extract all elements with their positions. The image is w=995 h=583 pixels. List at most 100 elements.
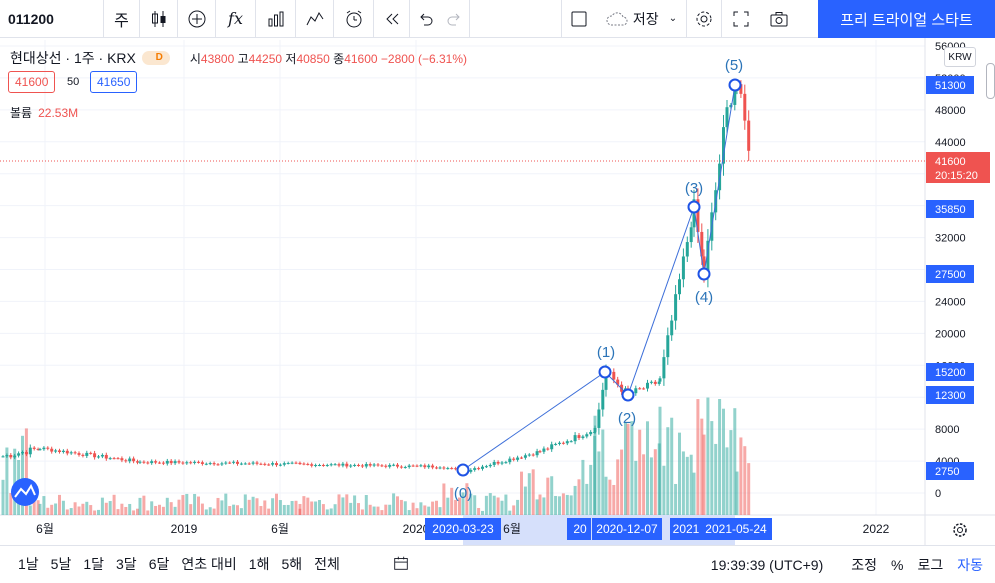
compare-add-icon[interactable] xyxy=(178,0,216,38)
replay-icon[interactable] xyxy=(374,0,410,38)
time-axis-settings-icon[interactable] xyxy=(953,523,967,537)
calendar-icon[interactable] xyxy=(392,554,410,575)
currency-button[interactable]: KRW xyxy=(944,47,976,67)
range-button[interactable]: 3달 xyxy=(116,556,137,572)
range-button[interactable]: 5날 xyxy=(50,556,72,572)
log-button[interactable]: 로그 xyxy=(917,556,944,573)
ask-price-box[interactable]: 41650 xyxy=(90,71,138,93)
candle-body xyxy=(446,468,450,470)
delayed-badge: D xyxy=(141,51,170,65)
free-trial-button[interactable]: 프리 트라이얼 스타트 xyxy=(818,0,995,38)
volume-bar xyxy=(42,496,46,515)
redo-icon[interactable] xyxy=(440,0,470,38)
volume-bar xyxy=(399,499,403,515)
date-label-box xyxy=(592,518,662,540)
volume-bar xyxy=(388,504,392,515)
cloud-icon xyxy=(606,11,628,25)
range-button[interactable]: 전체 xyxy=(314,556,340,572)
volume-bar xyxy=(442,483,446,515)
range-button[interactable]: 연초 대비 xyxy=(181,556,237,572)
range-button[interactable]: 1해 xyxy=(248,556,270,572)
candle-body xyxy=(380,465,384,467)
volume-bar xyxy=(689,454,693,515)
volume-bar xyxy=(138,497,142,515)
candle-body xyxy=(722,127,725,164)
volume-bar xyxy=(1,479,5,515)
candle-body xyxy=(477,468,481,470)
volume-bar xyxy=(729,430,733,515)
candle-type-icon[interactable] xyxy=(140,0,178,38)
candle-body xyxy=(696,199,700,232)
volume-bar xyxy=(674,483,678,515)
candle-body xyxy=(81,454,85,456)
candle-body xyxy=(255,462,259,464)
candle-body xyxy=(345,463,349,467)
range-button[interactable]: 1달 xyxy=(83,556,105,572)
volume-bar xyxy=(662,465,666,515)
volume-bar xyxy=(271,498,275,515)
volume-bar xyxy=(465,483,469,515)
volume-bar xyxy=(538,494,542,515)
candle-body xyxy=(239,463,243,465)
range-button[interactable]: 6달 xyxy=(148,556,170,572)
volume-bar xyxy=(108,501,112,515)
volume-bar xyxy=(161,506,165,515)
percent-button[interactable]: % xyxy=(891,556,904,573)
financials-icon[interactable] xyxy=(256,0,296,38)
volume-bar xyxy=(200,503,204,515)
templates-icon[interactable] xyxy=(296,0,334,38)
candle-body xyxy=(516,457,520,460)
volume-bar xyxy=(747,463,751,515)
alert-clock-icon[interactable] xyxy=(334,0,374,38)
candle-body xyxy=(142,461,146,463)
volume-bar xyxy=(120,503,124,515)
price-label: 35850 xyxy=(935,204,966,216)
bid-price-box[interactable]: 41600 xyxy=(8,71,56,93)
candle-body xyxy=(173,461,177,464)
fullscreen-icon[interactable] xyxy=(722,0,760,38)
volume-bar xyxy=(220,500,224,515)
volume-bar xyxy=(608,479,612,515)
volume-bar xyxy=(624,422,627,515)
volume-bar xyxy=(136,508,139,515)
candle-body xyxy=(496,461,500,464)
candle-body xyxy=(438,467,442,469)
y-tick-label: 24000 xyxy=(935,296,966,308)
volume-bar xyxy=(185,493,189,515)
candle-body xyxy=(77,453,81,455)
indicators-fx-icon[interactable]: fx xyxy=(216,0,256,38)
candle-body xyxy=(329,464,333,466)
interval-button[interactable]: 주 xyxy=(104,0,140,38)
volume-bar xyxy=(550,476,554,515)
range-button[interactable]: 5해 xyxy=(281,556,303,572)
volume-bar xyxy=(739,437,743,515)
candle-body xyxy=(128,458,132,462)
scale-handle[interactable] xyxy=(986,63,995,99)
volume-bar xyxy=(325,509,329,515)
date-label-partial: 2021 xyxy=(673,522,700,536)
candle-body xyxy=(93,453,97,458)
candle-body xyxy=(662,357,666,379)
range-button[interactable]: 1날 xyxy=(18,556,39,572)
adjust-button[interactable]: 조정 xyxy=(851,556,878,573)
symbol-search[interactable]: 011200 xyxy=(0,0,104,38)
volume-bar xyxy=(403,501,407,515)
candle-body xyxy=(200,462,204,464)
candle-body xyxy=(368,464,372,466)
volume-bar xyxy=(154,505,158,515)
undo-icon[interactable] xyxy=(410,0,440,38)
candle-body xyxy=(1,456,5,458)
auto-button[interactable]: 자동 xyxy=(957,556,983,573)
volume-bar xyxy=(706,397,710,515)
settings-gear-icon[interactable] xyxy=(686,0,722,38)
layout-icon[interactable] xyxy=(562,0,596,38)
volume-bar xyxy=(646,421,649,515)
volume-bar xyxy=(100,497,104,515)
candle-body xyxy=(725,107,729,128)
save-area[interactable]: 저장 ⌄ xyxy=(596,0,686,38)
volume-bar xyxy=(81,503,85,515)
volume-bar xyxy=(177,499,181,515)
price-chart[interactable]: 5600052000480004400040000360003200028000… xyxy=(0,38,995,545)
candle-body xyxy=(97,456,100,458)
camera-icon[interactable] xyxy=(760,0,798,38)
